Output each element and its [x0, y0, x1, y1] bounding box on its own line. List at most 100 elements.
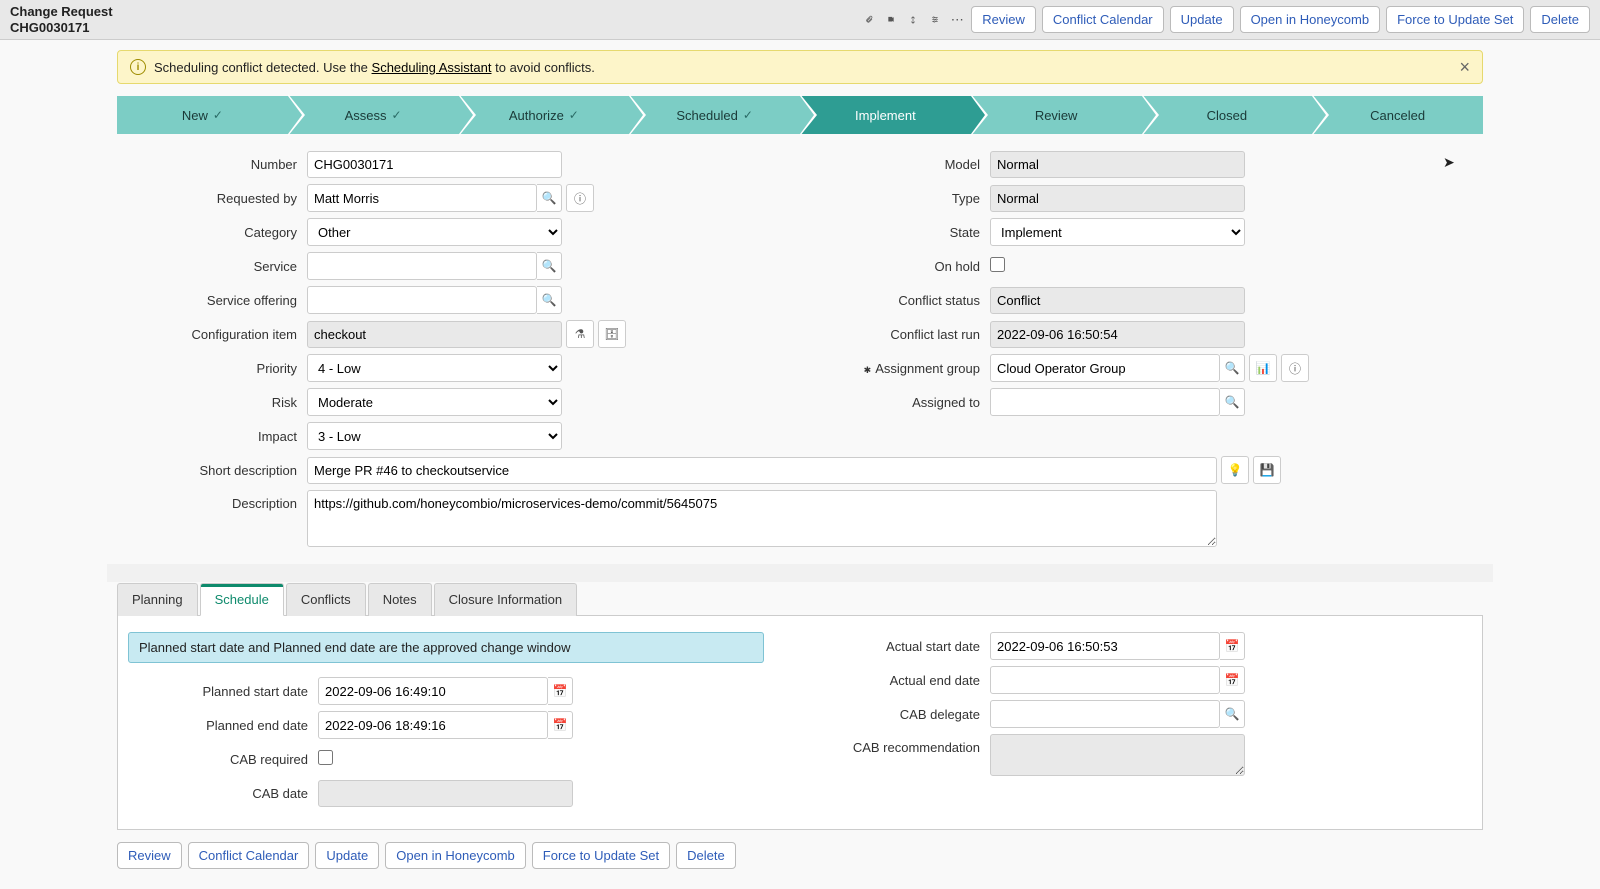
risk-select[interactable]: Moderate: [307, 388, 562, 416]
assigned-to-input[interactable]: [990, 388, 1220, 416]
cab-rec-textarea: [990, 734, 1245, 776]
service-offering-label: Service offering: [117, 293, 307, 308]
cab-required-checkbox[interactable]: [318, 750, 333, 765]
settings-icon[interactable]: [927, 12, 943, 28]
lookup-icon[interactable]: 🔍: [1220, 388, 1245, 416]
conflict-calendar-button-footer[interactable]: Conflict Calendar: [188, 842, 310, 869]
info-icon[interactable]: ⓘ: [566, 184, 594, 212]
priority-label: Priority: [117, 361, 307, 376]
tab-planning[interactable]: Planning: [117, 583, 198, 616]
actual-start-label: Actual start date: [800, 639, 990, 654]
tab-closure[interactable]: Closure Information: [434, 583, 577, 616]
planned-end-label: Planned end date: [128, 718, 318, 733]
page-header: Change Request CHG0030171 ⋯ Review Confl…: [0, 0, 1600, 40]
assignment-group-input[interactable]: [990, 354, 1220, 382]
state-select[interactable]: Implement: [990, 218, 1245, 246]
lookup-icon[interactable]: 🔍: [537, 252, 562, 280]
update-button[interactable]: Update: [1170, 6, 1234, 33]
impact-select[interactable]: 3 - Low: [307, 422, 562, 450]
conflict-banner: i Scheduling conflict detected. Use the …: [117, 50, 1483, 84]
service-label: Service: [117, 259, 307, 274]
lookup-icon[interactable]: 🔍: [537, 286, 562, 314]
on-hold-label: On hold: [800, 259, 990, 274]
force-update-set-button[interactable]: Force to Update Set: [1386, 6, 1524, 33]
calendar-icon[interactable]: 📅: [548, 711, 573, 739]
cab-delegate-input[interactable]: [990, 700, 1220, 728]
lookup-icon[interactable]: 🔍: [1220, 700, 1245, 728]
banner-text-post: to avoid conflicts.: [495, 60, 595, 75]
type-label: Type: [800, 191, 990, 206]
actual-start-input[interactable]: [990, 632, 1220, 660]
requested-by-label: Requested by: [117, 191, 307, 206]
header-title-block: Change Request CHG0030171: [10, 4, 113, 35]
impact-label: Impact: [117, 429, 307, 444]
cab-rec-label: CAB recommendation: [800, 734, 990, 755]
planned-end-input[interactable]: [318, 711, 548, 739]
save-icon[interactable]: 💾: [1253, 456, 1281, 484]
tab-schedule-body: Planned start date and Planned end date …: [117, 616, 1483, 830]
stage-canceled[interactable]: Canceled: [1312, 96, 1483, 134]
review-button-footer[interactable]: Review: [117, 842, 182, 869]
conflict-calendar-button[interactable]: Conflict Calendar: [1042, 6, 1164, 33]
more-icon[interactable]: ⋯: [949, 12, 965, 28]
info-icon: i: [130, 59, 146, 75]
model-input: [990, 151, 1245, 178]
stage-assess[interactable]: Assess✓: [288, 96, 459, 134]
cab-date-input: [318, 780, 573, 807]
calendar-icon[interactable]: 📅: [1220, 666, 1245, 694]
info-icon[interactable]: ⓘ: [1281, 354, 1309, 382]
delete-button-footer[interactable]: Delete: [676, 842, 736, 869]
activity-icon[interactable]: [883, 12, 899, 28]
on-hold-checkbox[interactable]: [990, 257, 1005, 272]
short-desc-input[interactable]: [307, 457, 1217, 484]
service-offering-input[interactable]: [307, 286, 537, 314]
cab-required-label: CAB required: [128, 752, 318, 767]
stage-scheduled[interactable]: Scheduled✓: [629, 96, 800, 134]
force-update-set-button-footer[interactable]: Force to Update Set: [532, 842, 670, 869]
stage-closed[interactable]: Closed: [1142, 96, 1313, 134]
stage-authorize[interactable]: Authorize✓: [459, 96, 630, 134]
close-banner-icon[interactable]: ×: [1459, 57, 1470, 78]
ci-label: Configuration item: [117, 327, 307, 342]
calendar-icon[interactable]: 📅: [1220, 632, 1245, 660]
ci-input[interactable]: [307, 321, 562, 348]
requested-by-input[interactable]: [307, 184, 537, 212]
assigned-to-label: Assigned to: [800, 395, 990, 410]
stage-implement[interactable]: Implement: [800, 96, 971, 134]
tab-conflicts[interactable]: Conflicts: [286, 583, 366, 616]
scheduling-assistant-link[interactable]: Scheduling Assistant: [372, 60, 492, 75]
actual-end-input[interactable]: [990, 666, 1220, 694]
open-honeycomb-button[interactable]: Open in Honeycomb: [1240, 6, 1381, 33]
category-select[interactable]: Other: [307, 218, 562, 246]
bulb-icon[interactable]: 💡: [1221, 456, 1249, 484]
service-input[interactable]: [307, 252, 537, 280]
lookup-icon[interactable]: 🔍: [1220, 354, 1245, 382]
review-button[interactable]: Review: [971, 6, 1036, 33]
update-button-footer[interactable]: Update: [315, 842, 379, 869]
conflict-last-run-label: Conflict last run: [800, 327, 990, 342]
priority-select[interactable]: 4 - Low: [307, 354, 562, 382]
record-type: Change Request: [10, 4, 113, 19]
actual-end-label: Actual end date: [800, 673, 990, 688]
assignment-group-label: Assignment group: [800, 361, 990, 376]
conflict-last-run-input: [990, 321, 1245, 348]
calendar-icon[interactable]: 📅: [548, 677, 573, 705]
desc-textarea[interactable]: https://github.com/honeycombio/microserv…: [307, 490, 1217, 547]
tab-notes[interactable]: Notes: [368, 583, 432, 616]
tree-icon[interactable]: ⚗: [566, 320, 594, 348]
stage-new[interactable]: New✓: [117, 96, 288, 134]
attachment-icon[interactable]: [861, 12, 877, 28]
lookup-icon[interactable]: 🔍: [537, 184, 562, 212]
schedule-info: Planned start date and Planned end date …: [128, 632, 764, 663]
stage-review[interactable]: Review: [971, 96, 1142, 134]
chart-icon[interactable]: 📊: [1249, 354, 1277, 382]
action-icon[interactable]: [905, 12, 921, 28]
delete-button[interactable]: Delete: [1530, 6, 1590, 33]
number-input[interactable]: [307, 151, 562, 178]
open-honeycomb-button-footer[interactable]: Open in Honeycomb: [385, 842, 526, 869]
db-icon[interactable]: 🗄: [598, 320, 626, 348]
type-input: [990, 185, 1245, 212]
tabs: Planning Schedule Conflicts Notes Closur…: [117, 582, 1483, 616]
planned-start-input[interactable]: [318, 677, 548, 705]
tab-schedule[interactable]: Schedule: [200, 583, 284, 616]
